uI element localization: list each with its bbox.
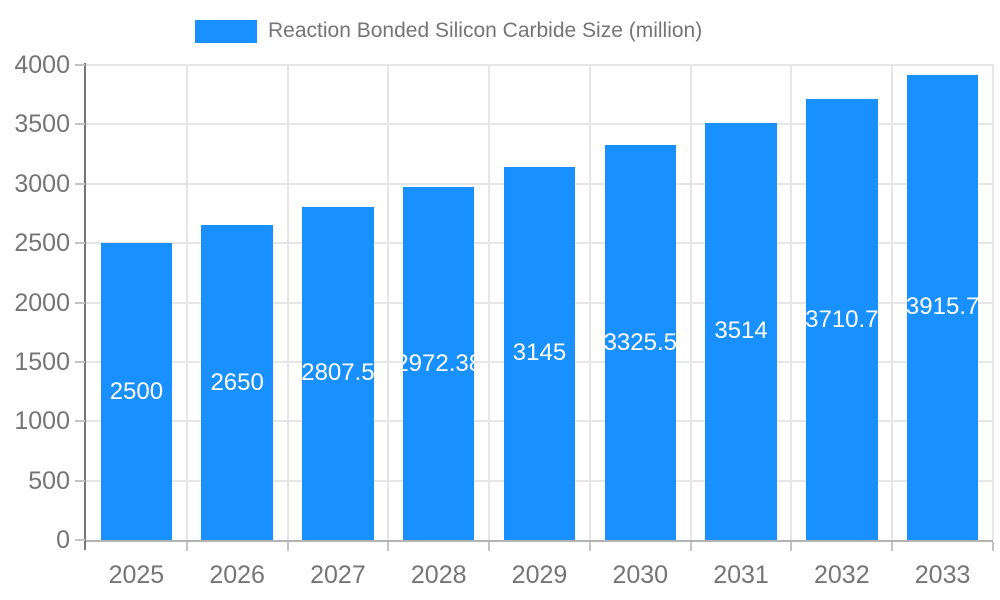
x-axis-tick — [488, 542, 491, 551]
bar-value-label: 3325.5 — [604, 328, 677, 356]
bar-value-label: 3514 — [714, 317, 768, 345]
x-axis-label: 2033 — [914, 561, 971, 589]
x-axis-tick — [286, 542, 289, 551]
x-axis-label: 2031 — [713, 561, 769, 589]
bar[interactable]: 3145 — [503, 166, 576, 540]
gridline-v — [790, 65, 793, 540]
gridline-v — [891, 65, 894, 540]
bar[interactable]: 3710.7 — [806, 99, 878, 540]
legend-swatch — [195, 19, 257, 43]
x-axis-label: 2030 — [612, 561, 669, 589]
x-axis-label: 2032 — [814, 561, 870, 589]
x-axis-tick — [992, 542, 994, 551]
x-axis-tick — [185, 542, 188, 551]
gridline-h — [86, 64, 993, 66]
bar-value-label: 2807.5 — [302, 359, 374, 387]
gridline-v — [992, 65, 994, 540]
y-axis-tick — [75, 242, 85, 245]
y-axis-tick-label: 1500 — [14, 347, 70, 376]
y-axis-tick-label: 3000 — [14, 169, 70, 198]
y-axis-tick — [75, 64, 85, 66]
legend-item[interactable]: Reaction Bonded Silicon Carbide Size (mi… — [195, 19, 702, 43]
bar-value-label: 2972.38 — [403, 349, 475, 377]
y-axis-tick-label: 1000 — [14, 407, 70, 436]
bar[interactable]: 3915.7 — [906, 75, 979, 540]
bar[interactable]: 2500 — [100, 243, 173, 540]
gridline-v — [185, 65, 188, 540]
x-axis-label: 2026 — [209, 561, 265, 589]
y-axis-tick — [75, 123, 85, 126]
y-axis-tick — [75, 420, 85, 423]
gridline-h — [86, 123, 993, 126]
bar[interactable]: 2972.38 — [402, 187, 475, 540]
x-axis-label: 2029 — [511, 561, 568, 589]
x-axis-line — [84, 540, 993, 542]
gridline-v — [286, 65, 289, 540]
x-axis-tick — [891, 542, 894, 551]
x-axis-tick — [588, 542, 591, 551]
bar[interactable]: 3514 — [705, 122, 777, 540]
y-axis-tick — [75, 301, 85, 304]
bar[interactable]: 2650 — [201, 225, 273, 540]
bar-value-label: 3710.7 — [806, 305, 878, 333]
x-axis-tick — [387, 542, 390, 551]
y-axis-tick — [75, 182, 85, 185]
x-axis-tick — [790, 542, 793, 551]
y-axis-tick-label: 500 — [28, 466, 70, 495]
x-axis-label: 2027 — [310, 561, 366, 589]
y-axis-tick-label: 2000 — [14, 288, 70, 317]
x-axis-label: 2025 — [108, 561, 165, 589]
x-axis-label: 2028 — [410, 561, 467, 589]
bar-value-label: 3915.7 — [906, 293, 979, 321]
gridline-v — [488, 65, 491, 540]
gridline-v — [387, 65, 390, 540]
bar-value-label: 2650 — [210, 368, 264, 396]
y-axis-tick — [75, 539, 85, 541]
y-axis-tick-label: 3500 — [14, 110, 70, 139]
gridline-v — [689, 65, 692, 540]
bar[interactable]: 2807.5 — [302, 206, 374, 540]
bar-value-label: 2500 — [109, 377, 164, 405]
gridline-v — [588, 65, 591, 540]
bar-value-label: 3145 — [512, 339, 567, 367]
y-axis-tick — [75, 479, 85, 482]
legend-label: Reaction Bonded Silicon Carbide Size (mi… — [268, 19, 703, 42]
y-axis-tick-label: 0 — [56, 526, 70, 554]
y-axis-tick-label: 4000 — [14, 51, 70, 79]
y-axis-tick — [75, 360, 85, 363]
y-axis-line — [84, 63, 86, 550]
y-axis-tick-label: 2500 — [14, 229, 70, 258]
x-axis-tick — [689, 542, 692, 551]
bar[interactable]: 3325.5 — [604, 145, 677, 540]
